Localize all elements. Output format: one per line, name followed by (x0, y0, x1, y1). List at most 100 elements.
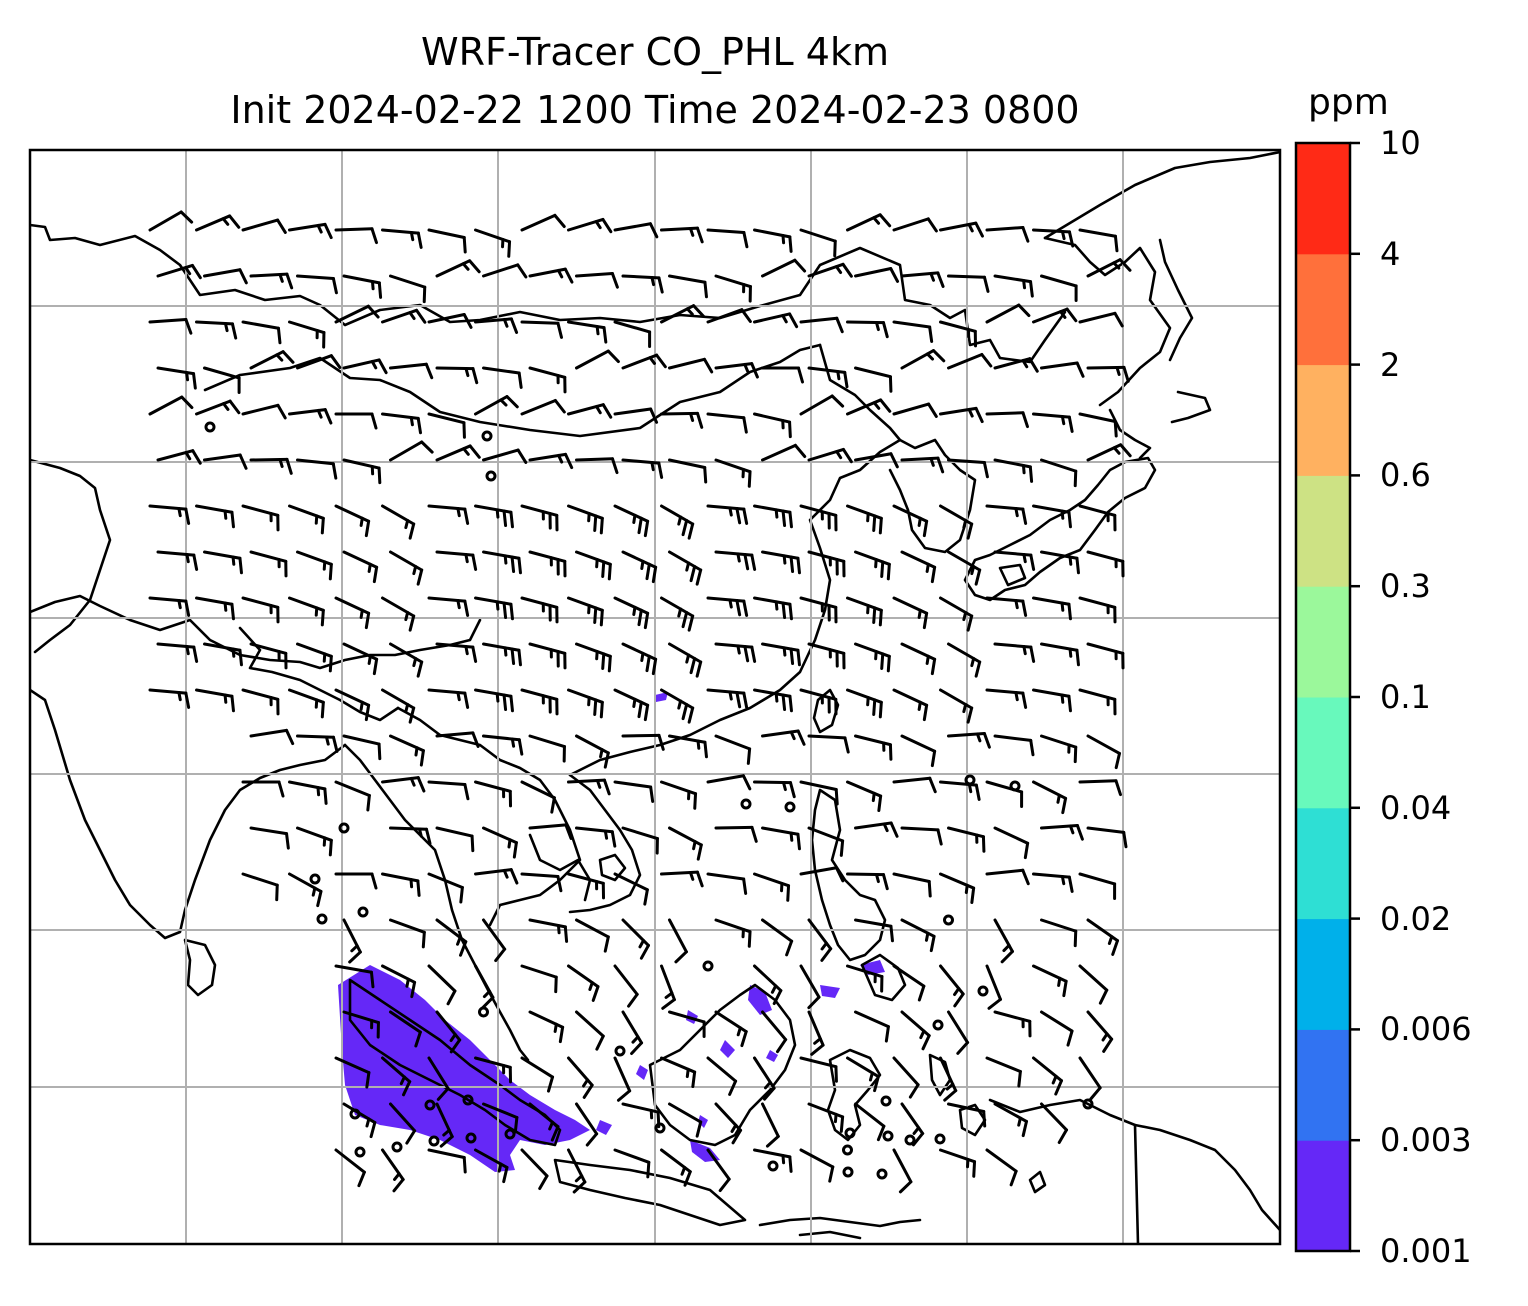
wind-barb (660, 964, 676, 1010)
wind-barb (381, 964, 417, 999)
wind-barb (621, 642, 658, 676)
calm-marker (876, 1168, 888, 1180)
wind-barb (156, 449, 202, 465)
wind-barb (939, 964, 965, 1008)
wind-barb (1040, 1102, 1069, 1144)
wind-barb (288, 320, 326, 349)
wind-barb (156, 366, 197, 390)
wind-barb (668, 918, 688, 964)
wind-barb (389, 642, 424, 678)
wind-barb (575, 1010, 605, 1051)
wind-barb (761, 258, 807, 278)
wind-barb (1040, 361, 1085, 378)
wind-barb (567, 1056, 594, 1099)
wind-barb (575, 918, 610, 953)
wind-barb (482, 366, 523, 389)
wind-barb (427, 596, 470, 617)
wind-barb (427, 1056, 450, 1101)
wind-barb (381, 228, 423, 249)
calm-marker (934, 1133, 946, 1145)
wind-barb (714, 550, 757, 571)
wind-barb (1032, 228, 1075, 248)
wind-barb (892, 1056, 920, 1099)
wind-barb (474, 868, 519, 885)
wind-barb (985, 504, 1028, 525)
wind-barb (474, 504, 514, 529)
wind-barb (520, 780, 556, 814)
wind-barb (1040, 642, 1080, 667)
calm-marker (654, 1122, 666, 1134)
colorbar-ticks (1350, 141, 1360, 1253)
wind-barb (613, 688, 650, 722)
wind-barb (621, 353, 667, 370)
wind-barb (1078, 688, 1117, 716)
wind-barb (482, 918, 507, 963)
wind-barb (939, 504, 974, 540)
calm-marker (357, 906, 369, 918)
wind-barb (939, 872, 976, 905)
wind-barb (947, 550, 982, 586)
wind-barb (203, 268, 248, 285)
wind-barb (892, 504, 929, 538)
wind-barb (939, 688, 974, 724)
wind-barb (939, 320, 978, 348)
calm-marker (702, 960, 714, 972)
wind-barb (334, 1148, 366, 1188)
wind-barb (520, 213, 566, 232)
wind-barb (1078, 1056, 1102, 1101)
wind-barb (389, 918, 426, 949)
wind-barb (575, 349, 620, 370)
wind-barb (714, 734, 752, 765)
wind-barb (753, 312, 799, 329)
calm-marker (1009, 780, 1021, 792)
tracer-patch (596, 1120, 612, 1135)
wind-barb (334, 688, 371, 722)
calm-marker (784, 801, 796, 813)
wind-barb (288, 222, 333, 240)
wind-barb (854, 550, 891, 581)
wind-barb (761, 1010, 788, 1054)
coastline-segment (988, 1098, 1280, 1232)
wind-barb (892, 1148, 913, 1194)
wind-barb (621, 550, 658, 584)
wind-barb (203, 550, 243, 575)
wind-barb (660, 870, 704, 888)
wind-barb (939, 406, 984, 424)
wind-barb (753, 780, 796, 799)
wind-barb (892, 776, 937, 794)
wind-barb (706, 228, 749, 249)
calm-marker (504, 1128, 516, 1140)
wind-barb (148, 688, 191, 709)
wind-barb (854, 821, 899, 838)
wind-barb (761, 1102, 780, 1148)
wind-barb (575, 826, 617, 848)
wind-barb (900, 271, 945, 288)
wind-barb (714, 1010, 748, 1048)
wind-barb (296, 458, 338, 480)
wind-barb (427, 504, 470, 525)
wind-barb (435, 918, 468, 957)
wind-barb (761, 443, 807, 462)
wind-barb (714, 918, 752, 948)
wind-barb (389, 440, 434, 462)
wind-barb (846, 1056, 880, 1093)
wind-barb (613, 1148, 651, 1179)
wind-barb (520, 320, 563, 339)
wind-barb (892, 964, 926, 1002)
map-frame (28, 148, 1282, 1246)
coastline-segment (810, 788, 887, 962)
calm-marker (481, 430, 493, 442)
wind-barb (1078, 504, 1117, 532)
wind-barb (342, 918, 362, 964)
wind-barb (668, 734, 708, 759)
calm-marker (485, 470, 497, 482)
calm-marker (842, 1166, 854, 1178)
wind-barb (334, 504, 371, 538)
wind-barb (706, 504, 749, 525)
wind-barb (668, 357, 714, 374)
wind-barb (241, 780, 285, 798)
wind-barb (1040, 458, 1078, 488)
calm-marker (462, 1094, 474, 1106)
wind-barb (389, 826, 432, 845)
wind-barb (482, 642, 522, 667)
